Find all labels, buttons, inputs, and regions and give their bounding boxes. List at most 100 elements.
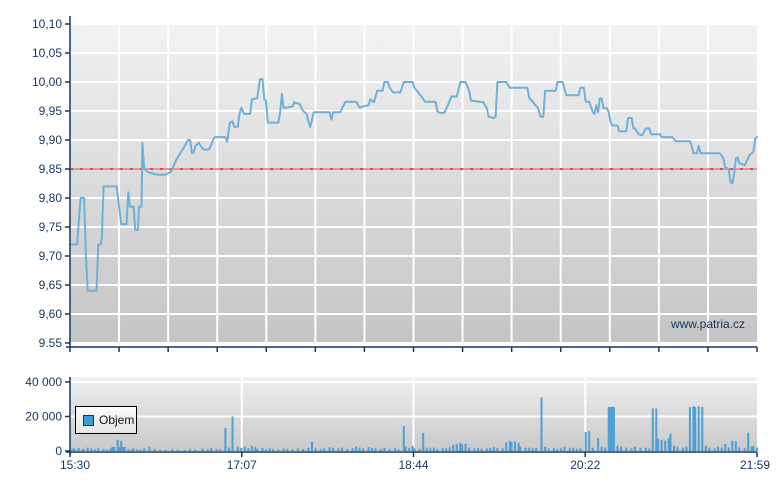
volume-bar xyxy=(552,447,555,451)
volume-bar xyxy=(422,432,425,451)
volume-bar xyxy=(413,448,416,451)
volume-bar xyxy=(189,448,192,451)
price-y-tick-label: 9,60 xyxy=(39,307,63,321)
price-y-tick-label: 9,70 xyxy=(39,249,63,263)
volume-bar xyxy=(231,416,234,451)
volume-bar xyxy=(752,445,755,451)
volume-bar xyxy=(556,448,559,451)
volume-bar xyxy=(685,446,688,451)
volume-bar xyxy=(634,446,637,451)
volume-bar xyxy=(489,447,492,451)
volume-bar xyxy=(113,447,116,451)
volume-bar xyxy=(510,442,513,451)
volume-bar xyxy=(116,439,119,451)
volume-bar xyxy=(660,439,663,451)
volume-bar xyxy=(655,408,658,451)
volume-bar xyxy=(206,449,209,451)
price-y-tick-label: 9,95 xyxy=(39,104,63,118)
volume-bar xyxy=(72,448,75,451)
volume-bar xyxy=(588,431,591,451)
volume-bar xyxy=(505,442,508,451)
time-x-tick-label: 15:30 xyxy=(60,458,90,472)
volume-bar xyxy=(291,449,294,451)
volume-y-tick-label: 0 xyxy=(55,444,62,458)
volume-legend-swatch-icon xyxy=(83,414,94,426)
time-x-tick-label: 21:59 xyxy=(740,458,770,472)
volume-bar xyxy=(250,445,253,451)
volume-bar xyxy=(429,448,432,451)
volume-bar xyxy=(531,448,534,451)
volume-bar xyxy=(720,447,723,452)
volume-bar xyxy=(286,448,289,451)
volume-bar xyxy=(597,437,600,451)
volume-bar xyxy=(127,448,130,451)
volume-bar xyxy=(630,448,633,451)
volume-bar xyxy=(358,447,361,452)
volume-bar xyxy=(459,442,462,451)
volume-bar xyxy=(388,448,391,451)
volume-bar xyxy=(311,441,313,451)
volume-bar xyxy=(727,447,730,452)
volume-bar xyxy=(738,447,741,452)
volume-bar xyxy=(397,449,400,451)
volume-y-tick-label: 40 000 xyxy=(25,375,62,389)
volume-bar xyxy=(579,448,582,451)
price-y-tick-label: 10,05 xyxy=(32,46,62,60)
volume-bar xyxy=(153,448,156,451)
volume-bar xyxy=(584,432,587,451)
volume-bar xyxy=(625,447,628,452)
volume-bar xyxy=(337,448,340,451)
volume-bar xyxy=(604,447,607,452)
volume-bar xyxy=(644,447,647,451)
volume-bar xyxy=(194,449,197,451)
volume-bar xyxy=(694,407,697,451)
volume-bar xyxy=(701,407,704,451)
volume-bar xyxy=(224,428,227,451)
volume-bar xyxy=(611,406,614,451)
volume-bar xyxy=(123,447,126,451)
volume-bar xyxy=(704,445,707,451)
volume-bar xyxy=(639,447,642,452)
volume-bar xyxy=(351,448,354,451)
volume-bar xyxy=(673,445,675,451)
volume-bar xyxy=(477,447,479,451)
volume-bar xyxy=(524,447,527,451)
volume-bar xyxy=(328,447,331,451)
volume-bar xyxy=(277,449,280,451)
volume-bar xyxy=(240,447,243,451)
volume-bar xyxy=(528,447,531,452)
volume-bar xyxy=(688,407,691,451)
volume-bar xyxy=(332,447,335,451)
volume-legend-label: Objem xyxy=(99,413,135,427)
time-x-tick-label: 17:07 xyxy=(227,458,257,472)
volume-bar xyxy=(394,448,396,451)
volume-bar xyxy=(708,447,711,452)
volume-bar xyxy=(314,448,317,451)
volume-bar xyxy=(272,449,275,451)
volume-bar xyxy=(136,449,139,451)
volume-bar xyxy=(540,397,543,451)
volume-bar xyxy=(120,441,123,451)
volume-bar xyxy=(717,446,720,451)
volume-bar xyxy=(492,447,495,451)
volume-bar xyxy=(247,448,250,451)
volume-bar xyxy=(651,408,654,451)
volume-bar xyxy=(93,449,96,451)
volume-bar xyxy=(374,448,377,451)
volume-bar xyxy=(102,448,105,451)
volume-bar xyxy=(362,448,365,451)
volume-bar xyxy=(667,438,670,451)
volume-bar xyxy=(408,447,411,451)
volume-bar xyxy=(371,447,373,451)
volume-bar xyxy=(620,446,622,451)
volume-bar xyxy=(77,447,80,451)
volume-bar xyxy=(731,440,734,451)
volume-bar xyxy=(535,447,538,451)
volume-bar xyxy=(341,447,343,452)
volume-bar xyxy=(215,448,218,451)
volume-bar xyxy=(572,447,575,452)
volume-bar xyxy=(106,449,109,451)
volume-legend: Objem xyxy=(75,406,137,434)
volume-bar xyxy=(544,446,547,451)
